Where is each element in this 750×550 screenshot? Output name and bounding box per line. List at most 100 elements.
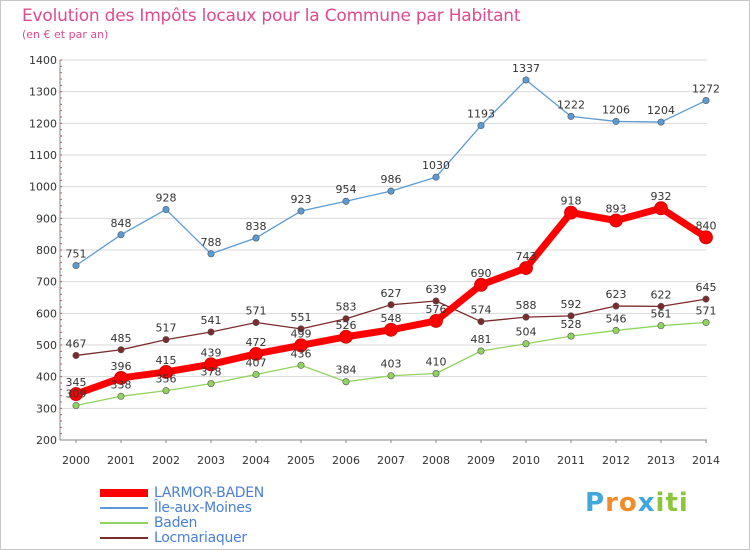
- legend-label: LARMOR-BADEN: [154, 485, 264, 501]
- data-point: [339, 329, 353, 344]
- data-label: 548: [381, 312, 402, 325]
- data-point: [522, 340, 530, 348]
- x-tick-label: 2010: [512, 454, 540, 467]
- data-label: 623: [606, 288, 627, 301]
- data-point: [699, 230, 713, 245]
- data-point: [702, 295, 710, 303]
- data-point: [567, 112, 575, 120]
- data-label: 954: [336, 183, 357, 196]
- data-point: [384, 322, 398, 337]
- data-point: [159, 365, 173, 379]
- x-tick-label: 2013: [647, 454, 675, 467]
- data-label: 571: [696, 305, 717, 318]
- legend-swatch: [100, 507, 148, 509]
- data-point: [612, 117, 620, 125]
- data-point: [297, 325, 305, 333]
- data-point: [477, 347, 485, 355]
- data-label: 517: [156, 322, 177, 335]
- data-point: [342, 315, 350, 323]
- data-point: [252, 319, 260, 327]
- y-tick-label: 1300: [29, 86, 57, 99]
- data-label: 396: [111, 360, 132, 373]
- data-point: [612, 326, 620, 334]
- data-point: [657, 302, 665, 310]
- brand-letter: o: [618, 488, 638, 518]
- data-label: 928: [156, 191, 177, 204]
- x-tick-label: 2011: [557, 454, 585, 467]
- data-label: 751: [66, 248, 87, 261]
- y-tick-label: 900: [36, 212, 57, 225]
- data-label: 403: [381, 358, 402, 371]
- data-label: 551: [291, 311, 312, 324]
- data-label: 571: [246, 305, 267, 318]
- data-label: 583: [336, 301, 357, 314]
- chart-title: Evolution des Impôts locaux pour la Comm…: [22, 6, 521, 26]
- data-point: [522, 76, 530, 84]
- data-label: 526: [336, 319, 357, 332]
- data-point: [162, 336, 170, 344]
- data-label: 1337: [512, 62, 540, 75]
- y-tick-label: 500: [36, 339, 57, 352]
- data-point: [432, 369, 440, 377]
- data-label: 639: [426, 283, 447, 296]
- data-label: 574: [471, 304, 492, 317]
- data-label: 410: [426, 356, 447, 369]
- data-label: 840: [696, 219, 717, 232]
- y-tick-label: 1100: [29, 149, 57, 162]
- data-label: 592: [561, 298, 582, 311]
- data-label: 1204: [647, 104, 675, 117]
- chart-subtitle: (en € et par an): [22, 28, 109, 41]
- x-tick-label: 2000: [62, 454, 90, 467]
- data-label: 472: [246, 336, 267, 349]
- x-tick-label: 2001: [107, 454, 135, 467]
- data-point: [612, 302, 620, 310]
- data-label: 541: [201, 314, 222, 327]
- data-point: [432, 173, 440, 181]
- data-point: [249, 346, 263, 361]
- data-point: [657, 118, 665, 126]
- data-label: 923: [291, 193, 312, 206]
- y-tick-label: 600: [36, 307, 57, 320]
- legend-item: Baden: [100, 515, 340, 531]
- y-tick-label: 800: [36, 244, 57, 257]
- legend-swatch: [100, 537, 148, 539]
- data-label: 485: [111, 332, 132, 345]
- data-label: 378: [201, 366, 222, 379]
- data-point: [387, 301, 395, 309]
- data-label: 622: [651, 288, 672, 301]
- x-tick-label: 2012: [602, 454, 630, 467]
- brand-letter: i: [678, 488, 689, 518]
- data-label: 439: [201, 346, 222, 359]
- data-label: 499: [291, 327, 312, 340]
- data-point: [477, 318, 485, 326]
- data-label: 436: [291, 347, 312, 360]
- brand-letter: i: [655, 488, 666, 518]
- data-label: 588: [516, 299, 537, 312]
- data-label: 743: [516, 250, 537, 263]
- data-point: [252, 370, 260, 378]
- data-point: [654, 201, 668, 216]
- y-tick-label: 300: [36, 402, 57, 415]
- data-label: 309: [66, 387, 87, 400]
- data-point: [342, 197, 350, 205]
- data-label: 788: [201, 236, 222, 249]
- data-point: [522, 313, 530, 321]
- data-label: 528: [561, 318, 582, 331]
- data-label: 561: [651, 308, 672, 321]
- data-point: [117, 392, 125, 400]
- data-point: [657, 322, 665, 330]
- data-point: [69, 387, 83, 401]
- x-tick-label: 2008: [422, 454, 450, 467]
- y-tick-label: 400: [36, 371, 57, 384]
- data-point: [477, 122, 485, 130]
- x-tick-label: 2007: [377, 454, 405, 467]
- data-point: [564, 205, 578, 220]
- x-tick-label: 2002: [152, 454, 180, 467]
- x-tick-label: 2014: [692, 454, 720, 467]
- data-label: 1193: [467, 108, 495, 121]
- data-label: 1222: [557, 98, 585, 111]
- data-point: [207, 380, 215, 388]
- y-tick-label: 700: [36, 276, 57, 289]
- data-label: 1206: [602, 103, 630, 116]
- y-tick-label: 1000: [29, 181, 57, 194]
